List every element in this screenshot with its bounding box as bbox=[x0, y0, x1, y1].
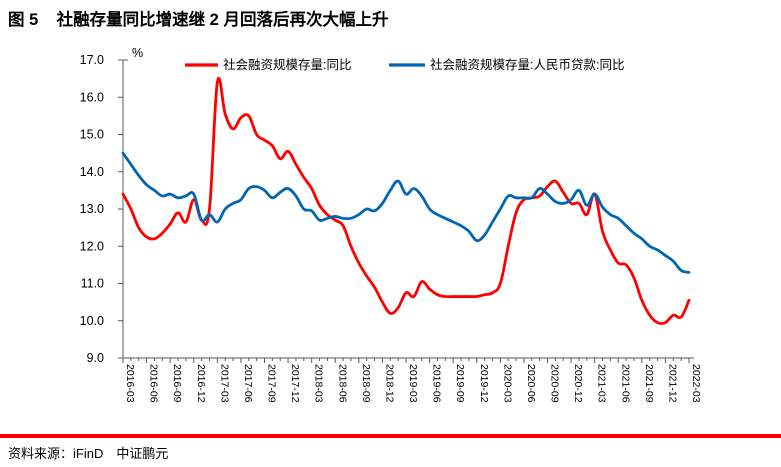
svg-text:2021-09: 2021-09 bbox=[643, 364, 655, 403]
svg-text:2017-06: 2017-06 bbox=[242, 364, 254, 403]
svg-text:2016-09: 2016-09 bbox=[171, 364, 183, 403]
svg-text:2020-09: 2020-09 bbox=[549, 364, 561, 403]
svg-text:2018-09: 2018-09 bbox=[360, 364, 372, 403]
svg-text:10.0: 10.0 bbox=[80, 314, 104, 328]
svg-text:2019-06: 2019-06 bbox=[431, 364, 443, 403]
svg-text:%: % bbox=[132, 46, 143, 60]
svg-text:2016-12: 2016-12 bbox=[195, 364, 207, 403]
svg-text:2017-03: 2017-03 bbox=[218, 364, 230, 403]
svg-text:2020-06: 2020-06 bbox=[525, 364, 537, 403]
svg-text:9.0: 9.0 bbox=[87, 351, 104, 365]
svg-text:15.0: 15.0 bbox=[80, 128, 104, 142]
svg-text:社会融资规模存量:同比: 社会融资规模存量:同比 bbox=[223, 57, 351, 72]
svg-text:16.0: 16.0 bbox=[80, 90, 104, 104]
svg-text:社会融资规模存量:人民币贷款:同比: 社会融资规模存量:人民币贷款:同比 bbox=[430, 57, 624, 72]
svg-text:2016-03: 2016-03 bbox=[124, 364, 136, 403]
svg-text:2017-09: 2017-09 bbox=[266, 364, 278, 403]
svg-text:2020-03: 2020-03 bbox=[501, 364, 513, 403]
svg-text:14.0: 14.0 bbox=[80, 165, 104, 179]
svg-text:2019-09: 2019-09 bbox=[454, 364, 466, 403]
svg-text:2018-03: 2018-03 bbox=[313, 364, 325, 403]
svg-text:2021-06: 2021-06 bbox=[619, 364, 631, 403]
svg-text:2016-06: 2016-06 bbox=[148, 364, 160, 403]
svg-text:2019-12: 2019-12 bbox=[478, 364, 490, 403]
svg-text:2021-03: 2021-03 bbox=[596, 364, 608, 403]
svg-text:12.0: 12.0 bbox=[80, 239, 104, 253]
svg-text:2018-06: 2018-06 bbox=[336, 364, 348, 403]
svg-text:17.0: 17.0 bbox=[80, 53, 104, 67]
svg-text:2019-03: 2019-03 bbox=[407, 364, 419, 403]
svg-text:2022-03: 2022-03 bbox=[690, 364, 702, 403]
svg-text:13.0: 13.0 bbox=[80, 202, 104, 216]
svg-text:2017-12: 2017-12 bbox=[289, 364, 301, 403]
svg-text:2021-12: 2021-12 bbox=[666, 364, 678, 403]
svg-text:2018-12: 2018-12 bbox=[383, 364, 395, 403]
svg-text:2020-12: 2020-12 bbox=[572, 364, 584, 403]
svg-text:11.0: 11.0 bbox=[81, 277, 104, 291]
